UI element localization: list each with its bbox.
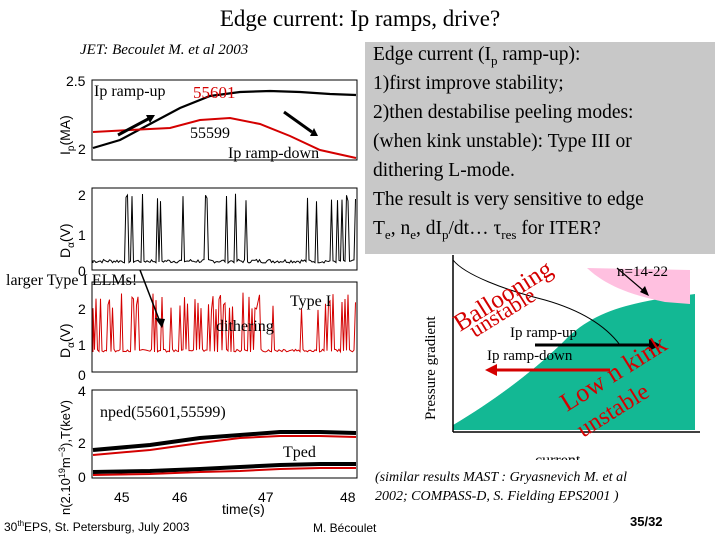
tn-ytick: 0 <box>78 469 86 485</box>
xtick: 45 <box>114 489 130 505</box>
type1-label: Type I <box>290 293 332 310</box>
da1-ytick: 0 <box>78 263 86 279</box>
explanation-line-7: Te, ne, dIp/dt… τres for ITER? <box>373 218 601 242</box>
stable-region <box>453 270 600 425</box>
tn-ytick: 2 <box>78 435 86 451</box>
ramp-down-arrow <box>283 110 313 134</box>
shot-up-label: 55601 <box>193 83 236 102</box>
dithering-label: dithering <box>216 318 274 335</box>
tn-panel-frame <box>91 389 358 479</box>
explanation-line-3: 2)then destabilise peeling modes: <box>373 102 634 123</box>
elm-arrowhead <box>155 318 165 328</box>
similar-results-note: (similar results MAST : Gryasnevich M. e… <box>375 468 715 506</box>
dalpha-trace-1 <box>92 193 356 265</box>
n-label-arrowhead <box>640 286 649 296</box>
nped-trace-black <box>92 430 357 452</box>
ramp-up-arrowhead <box>649 339 661 351</box>
ip-ytick: 2 <box>78 141 86 157</box>
shot-down-label: 55599 <box>190 125 230 142</box>
reference-citation: JET: Becoulet M. et al 2003 <box>80 42 249 58</box>
nped-label: nped(55601,55599) <box>100 404 226 421</box>
da2-panel-frame <box>91 281 358 373</box>
time-traces-figure: 2.5 2 2 1 0 2 1 0 4 2 0 45 46 47 48 time… <box>57 73 358 517</box>
ramp-down-arrowhead <box>485 364 497 376</box>
pressure-gradient-label: Pressure gradient <box>423 315 439 420</box>
ip-trace-ramp-up <box>92 89 357 150</box>
similar-note-line-1: (similar results MAST : Gryasnevich M. e… <box>375 470 627 485</box>
n-label-arrow <box>616 267 646 293</box>
da2-ylabel: Dα(V) <box>57 323 77 358</box>
da2-ytick: 0 <box>78 367 86 383</box>
da2-ytick: 2 <box>78 301 86 317</box>
da1-ylabel: Dα(V) <box>57 223 77 258</box>
ramp-down-arrowhead <box>310 128 318 136</box>
similar-note-line-2: 2002; COMPASS-D, S. Fielding EPS2001 ) <box>375 489 619 504</box>
ip-ramp-down-label: Ip ramp-down <box>228 145 320 162</box>
explanation-box: Edge current (Ip ramp-up): 1)first impro… <box>365 42 715 254</box>
ip-ytick: 2.5 <box>66 73 86 89</box>
ramp-up-arrow <box>117 116 151 137</box>
explanation-line-4: (when kink unstable): Type III or <box>373 131 632 152</box>
tped-label: Tped <box>283 444 316 461</box>
xtick: 46 <box>172 489 188 505</box>
tped-trace-red <box>92 467 356 476</box>
tn-ytick: 4 <box>78 383 86 399</box>
ramp-up-arrowhead <box>146 115 155 123</box>
explanation-line-2: 1)first improve stability; <box>373 73 564 94</box>
da1-ytick: 1 <box>78 227 86 243</box>
diagram-ramp-down-label: Ip ramp-down <box>487 348 573 364</box>
tn-ylabel: n(2.1019m−3),T(keV) <box>57 400 73 515</box>
kink-unstable-region <box>453 294 695 430</box>
diagram-ramp-up-label: Ip ramp-up <box>510 325 577 341</box>
ip-ramp-up-label: Ip ramp-up <box>94 83 166 100</box>
elm-arrow <box>139 269 161 323</box>
da1-ytick: 2 <box>78 187 86 203</box>
author-footer: M. Bécoulet <box>313 521 377 535</box>
dalpha-trace-2 <box>92 292 356 354</box>
stability-diagram: Pressure gradient current n=14-22 Balloo… <box>423 255 700 460</box>
x-axis-label: time(s) <box>222 501 265 517</box>
xtick: 48 <box>340 489 356 505</box>
stability-boundary <box>452 259 621 346</box>
explanation-line-6: The result is very sensitive to edge <box>373 189 644 210</box>
da1-panel-frame <box>91 187 358 271</box>
ip-panel-frame <box>91 79 358 161</box>
ip-trace-ramp-down <box>92 116 357 159</box>
current-label: current <box>535 452 581 460</box>
n-range-label: n=14-22 <box>617 264 668 280</box>
ip-ylabel: Ip(MA) <box>57 115 77 155</box>
xtick: 47 <box>258 489 274 505</box>
nped-trace-red <box>92 435 357 456</box>
slide-title: Edge current: Ip ramps, drive? <box>219 6 501 31</box>
explanation-line-1: Edge current (Ip ramp-up): <box>373 44 581 68</box>
elms-label: larger Type I ELMs! <box>6 272 138 289</box>
explanation-line-5: dithering L-mode. <box>373 160 515 181</box>
da2-ytick: 1 <box>78 337 86 353</box>
page-number: 35/32 <box>630 514 663 529</box>
conference-footer: 30thEPS, St. Petersburg, July 2003 <box>4 519 190 534</box>
tped-trace-black <box>92 462 356 474</box>
